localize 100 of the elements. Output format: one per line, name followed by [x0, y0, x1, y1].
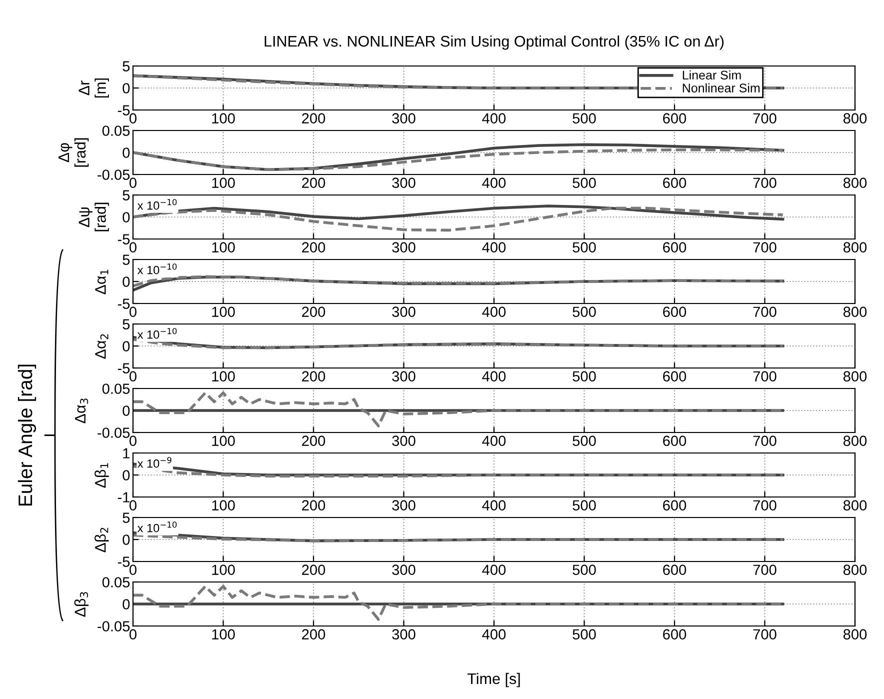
y-tick-label: 0.05 [102, 384, 130, 394]
x-tick-label: 300 [392, 371, 416, 382]
x-tick-label: 500 [572, 500, 596, 510]
y-tick-label: 0.05 [102, 126, 130, 136]
x-tick-label: 400 [482, 564, 506, 575]
x-tick-label: 100 [212, 436, 235, 446]
x-tick-label: 600 [663, 371, 686, 382]
line-series [133, 148, 784, 172]
y-tick-label: 5 [122, 512, 130, 523]
x-tick-label: 100 [212, 564, 235, 575]
x-tick-label: 600 [663, 113, 686, 124]
y-tick-label: 0 [122, 276, 130, 287]
x-tick-label: 700 [753, 306, 776, 317]
x-tick-label: 800 [843, 178, 867, 188]
y-tick-label: -5 [118, 298, 130, 309]
x-tick-label: 0 [130, 242, 136, 252]
y-tick-label: 0 [122, 534, 130, 545]
x-tick-label: 700 [753, 242, 776, 252]
x-tick-label: 500 [572, 629, 596, 640]
x-tick-label: 800 [843, 436, 867, 446]
x-tick-label: 500 [572, 178, 596, 188]
x-tick-label: 600 [663, 436, 686, 446]
x-tick-label: 0 [130, 178, 136, 188]
y-tick-label: 0.05 [102, 577, 130, 588]
y-tick-label: 5 [122, 254, 130, 265]
x-tick-label: 700 [753, 500, 776, 510]
y-axis-title: Δβ$_{3}$ [74, 592, 89, 617]
x-tick-label: 800 [843, 242, 867, 252]
x-tick-label: 0 [130, 113, 136, 124]
y-tick-label: 0 [122, 83, 130, 94]
y-tick-label: -5 [118, 363, 130, 374]
y-tick-label: 5 [122, 319, 130, 330]
x-tick-label: 700 [753, 178, 776, 188]
x-tick-label: 200 [302, 371, 326, 382]
x-tick-label: 200 [302, 629, 326, 640]
y-axis-title: Δα$_{3}$ [74, 398, 88, 424]
x-tick-label: 100 [212, 242, 235, 252]
annotation: x 10$^{−10}$ [137, 263, 177, 274]
x-tick-label: 0 [130, 500, 136, 510]
y-tick-label: 0 [122, 406, 130, 416]
x-tick-label: 400 [482, 371, 506, 382]
y-tick-label: -5 [118, 234, 130, 244]
line-series [133, 338, 784, 350]
x-tick-label: 0 [130, 371, 136, 382]
x-tick-label: 0 [130, 564, 136, 575]
y-tick-label: -0.05 [98, 428, 130, 438]
x-tick-label: 200 [302, 500, 326, 510]
x-tick-label: 500 [572, 306, 596, 317]
x-tick-label: 300 [392, 436, 416, 446]
y-tick-label: -5 [118, 556, 130, 567]
x-tick-label: 300 [392, 629, 416, 640]
y-tick-label: 0 [122, 212, 130, 222]
x-tick-label: 100 [212, 178, 235, 188]
x-tick-label: 200 [302, 178, 326, 188]
x-tick-label: 500 [572, 242, 596, 252]
x-tick-label: 0 [130, 436, 136, 446]
x-tick-label: 600 [663, 242, 686, 252]
y-tick-label: -0.05 [98, 170, 130, 180]
x-tick-label: 700 [753, 113, 776, 124]
x-tick-label: 700 [753, 371, 776, 382]
x-tick-label: 700 [753, 629, 776, 640]
text: Euler Angle [rad] [18, 364, 36, 506]
x-tick-label: 700 [753, 436, 776, 446]
x-tick-label: 500 [572, 371, 596, 382]
x-tick-label: 300 [392, 306, 416, 317]
y-tick-label: -0.05 [98, 621, 130, 632]
x-tick-label: 400 [482, 306, 506, 317]
y-axis-title: Δα$_{2}$ [95, 334, 108, 359]
x-tick-label: 300 [392, 500, 416, 510]
x-tick-label: 400 [482, 436, 506, 446]
x-tick-label: 500 [572, 436, 596, 446]
x-tick-label: 400 [482, 500, 506, 510]
annotation: x 10$^{−9}$ [137, 456, 172, 468]
x-tick-label: 100 [212, 113, 235, 124]
x-tick-label: 800 [843, 629, 867, 640]
x-tick-label: 200 [302, 113, 326, 124]
x-tick-label: 800 [843, 306, 867, 317]
y-axis-title: Δα$_{1}$ [95, 270, 108, 294]
x-tick-label: 400 [482, 629, 506, 640]
x-tick-label: 600 [663, 564, 686, 575]
x-tick-label: 400 [482, 113, 506, 124]
x-tick-label: 800 [843, 113, 867, 124]
y-tick-label: -1 [118, 492, 130, 502]
x-tick-label: 600 [663, 178, 686, 188]
y-tick-label: 0 [122, 599, 130, 610]
x-tick-label: 100 [212, 629, 235, 640]
x-tick-label: 200 [302, 436, 326, 446]
x-tick-label: 0 [130, 306, 136, 317]
x-tick-label: 800 [843, 500, 867, 510]
y-axis-title: Δβ$_{1}$ [94, 463, 109, 488]
x-tick-label: 400 [482, 178, 506, 188]
x-tick-label: 800 [843, 371, 867, 382]
x-tick-label: 300 [392, 242, 416, 252]
line-series [133, 275, 784, 288]
x-tick-label: 300 [392, 113, 416, 124]
y-tick-label: -5 [118, 105, 130, 116]
y-tick-label: 0 [122, 470, 130, 480]
y-tick-label: 5 [122, 190, 130, 200]
x-tick-label: 700 [753, 564, 776, 575]
x-tick-label: 200 [302, 306, 326, 317]
